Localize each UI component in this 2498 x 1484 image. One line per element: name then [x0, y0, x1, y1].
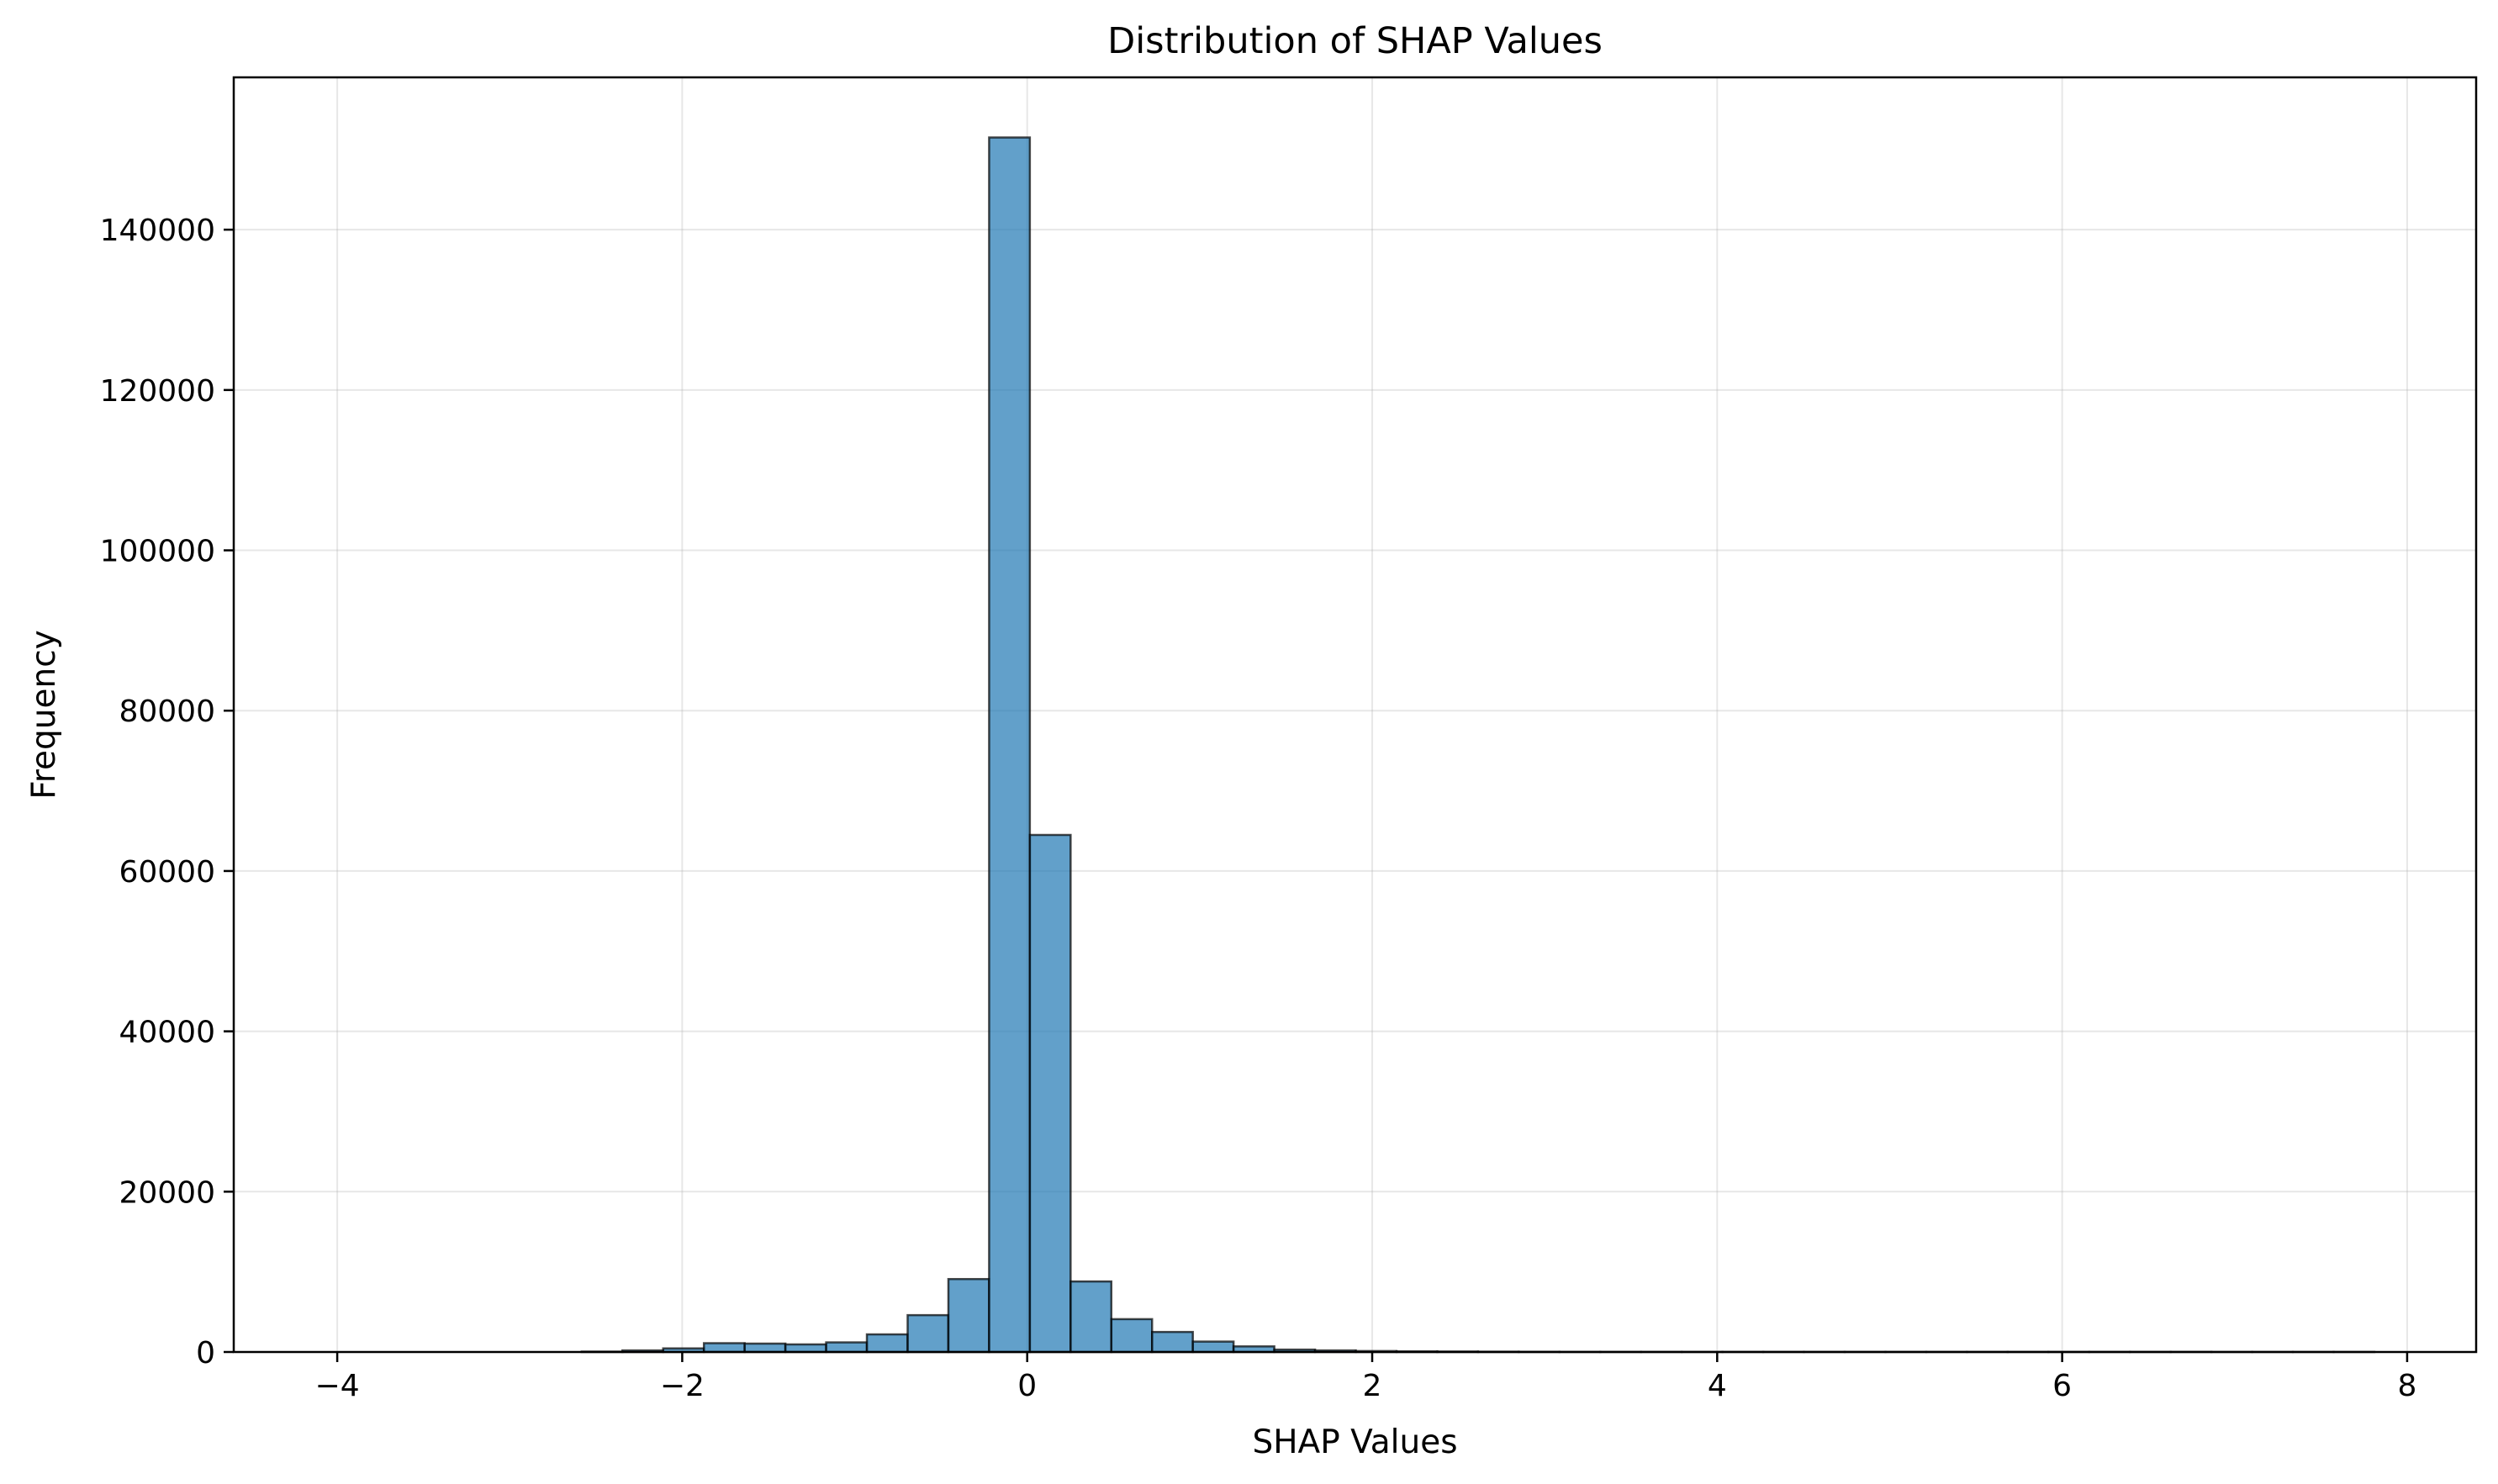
y-axis-label: Frequency — [25, 630, 63, 799]
x-tick-label: 8 — [2397, 1369, 2416, 1403]
x-tick-label: 2 — [1363, 1369, 1382, 1403]
histogram-bar — [1028, 833, 1072, 1354]
histogram-bars — [580, 136, 2376, 1354]
chart-title: Distribution of SHAP Values — [1107, 20, 1603, 62]
histogram-bar — [825, 1341, 869, 1354]
histogram-bar — [1069, 1280, 1113, 1354]
grid-lines — [234, 77, 2476, 1353]
x-tick-label: −4 — [315, 1369, 360, 1403]
x-tick-label: 6 — [2052, 1369, 2072, 1403]
x-axis-label: SHAP Values — [1252, 1423, 1457, 1461]
histogram-bar — [947, 1277, 990, 1354]
y-tick-label: 140000 — [100, 214, 215, 248]
x-tick-label: 4 — [1708, 1369, 1727, 1403]
y-tick-label: 120000 — [100, 374, 215, 409]
histogram-bar — [1110, 1318, 1154, 1354]
y-tick-label: 100000 — [100, 535, 215, 569]
histogram-bar — [743, 1342, 787, 1354]
y-tick-label: 0 — [196, 1336, 215, 1370]
histogram-bar — [865, 1333, 909, 1354]
histogram-bar — [1191, 1340, 1235, 1354]
histogram-bar — [988, 136, 1032, 1354]
y-tick-label: 40000 — [119, 1016, 215, 1050]
x-tick-label: 0 — [1017, 1369, 1037, 1403]
plot-frame — [232, 76, 2478, 1354]
histogram-bar — [784, 1343, 827, 1354]
histogram-bar — [1150, 1330, 1194, 1354]
axis-ticks: −4 −2 0 2 4 6 8 0 20000 40000 60000 80000 100000 1200… — [100, 214, 2417, 1403]
histogram-bar — [906, 1313, 950, 1354]
histogram-bar — [702, 1342, 746, 1354]
x-tick-label: −2 — [660, 1369, 705, 1403]
y-tick-label: 60000 — [119, 855, 215, 890]
y-tick-label: 80000 — [119, 694, 215, 729]
y-tick-label: 20000 — [119, 1175, 215, 1210]
